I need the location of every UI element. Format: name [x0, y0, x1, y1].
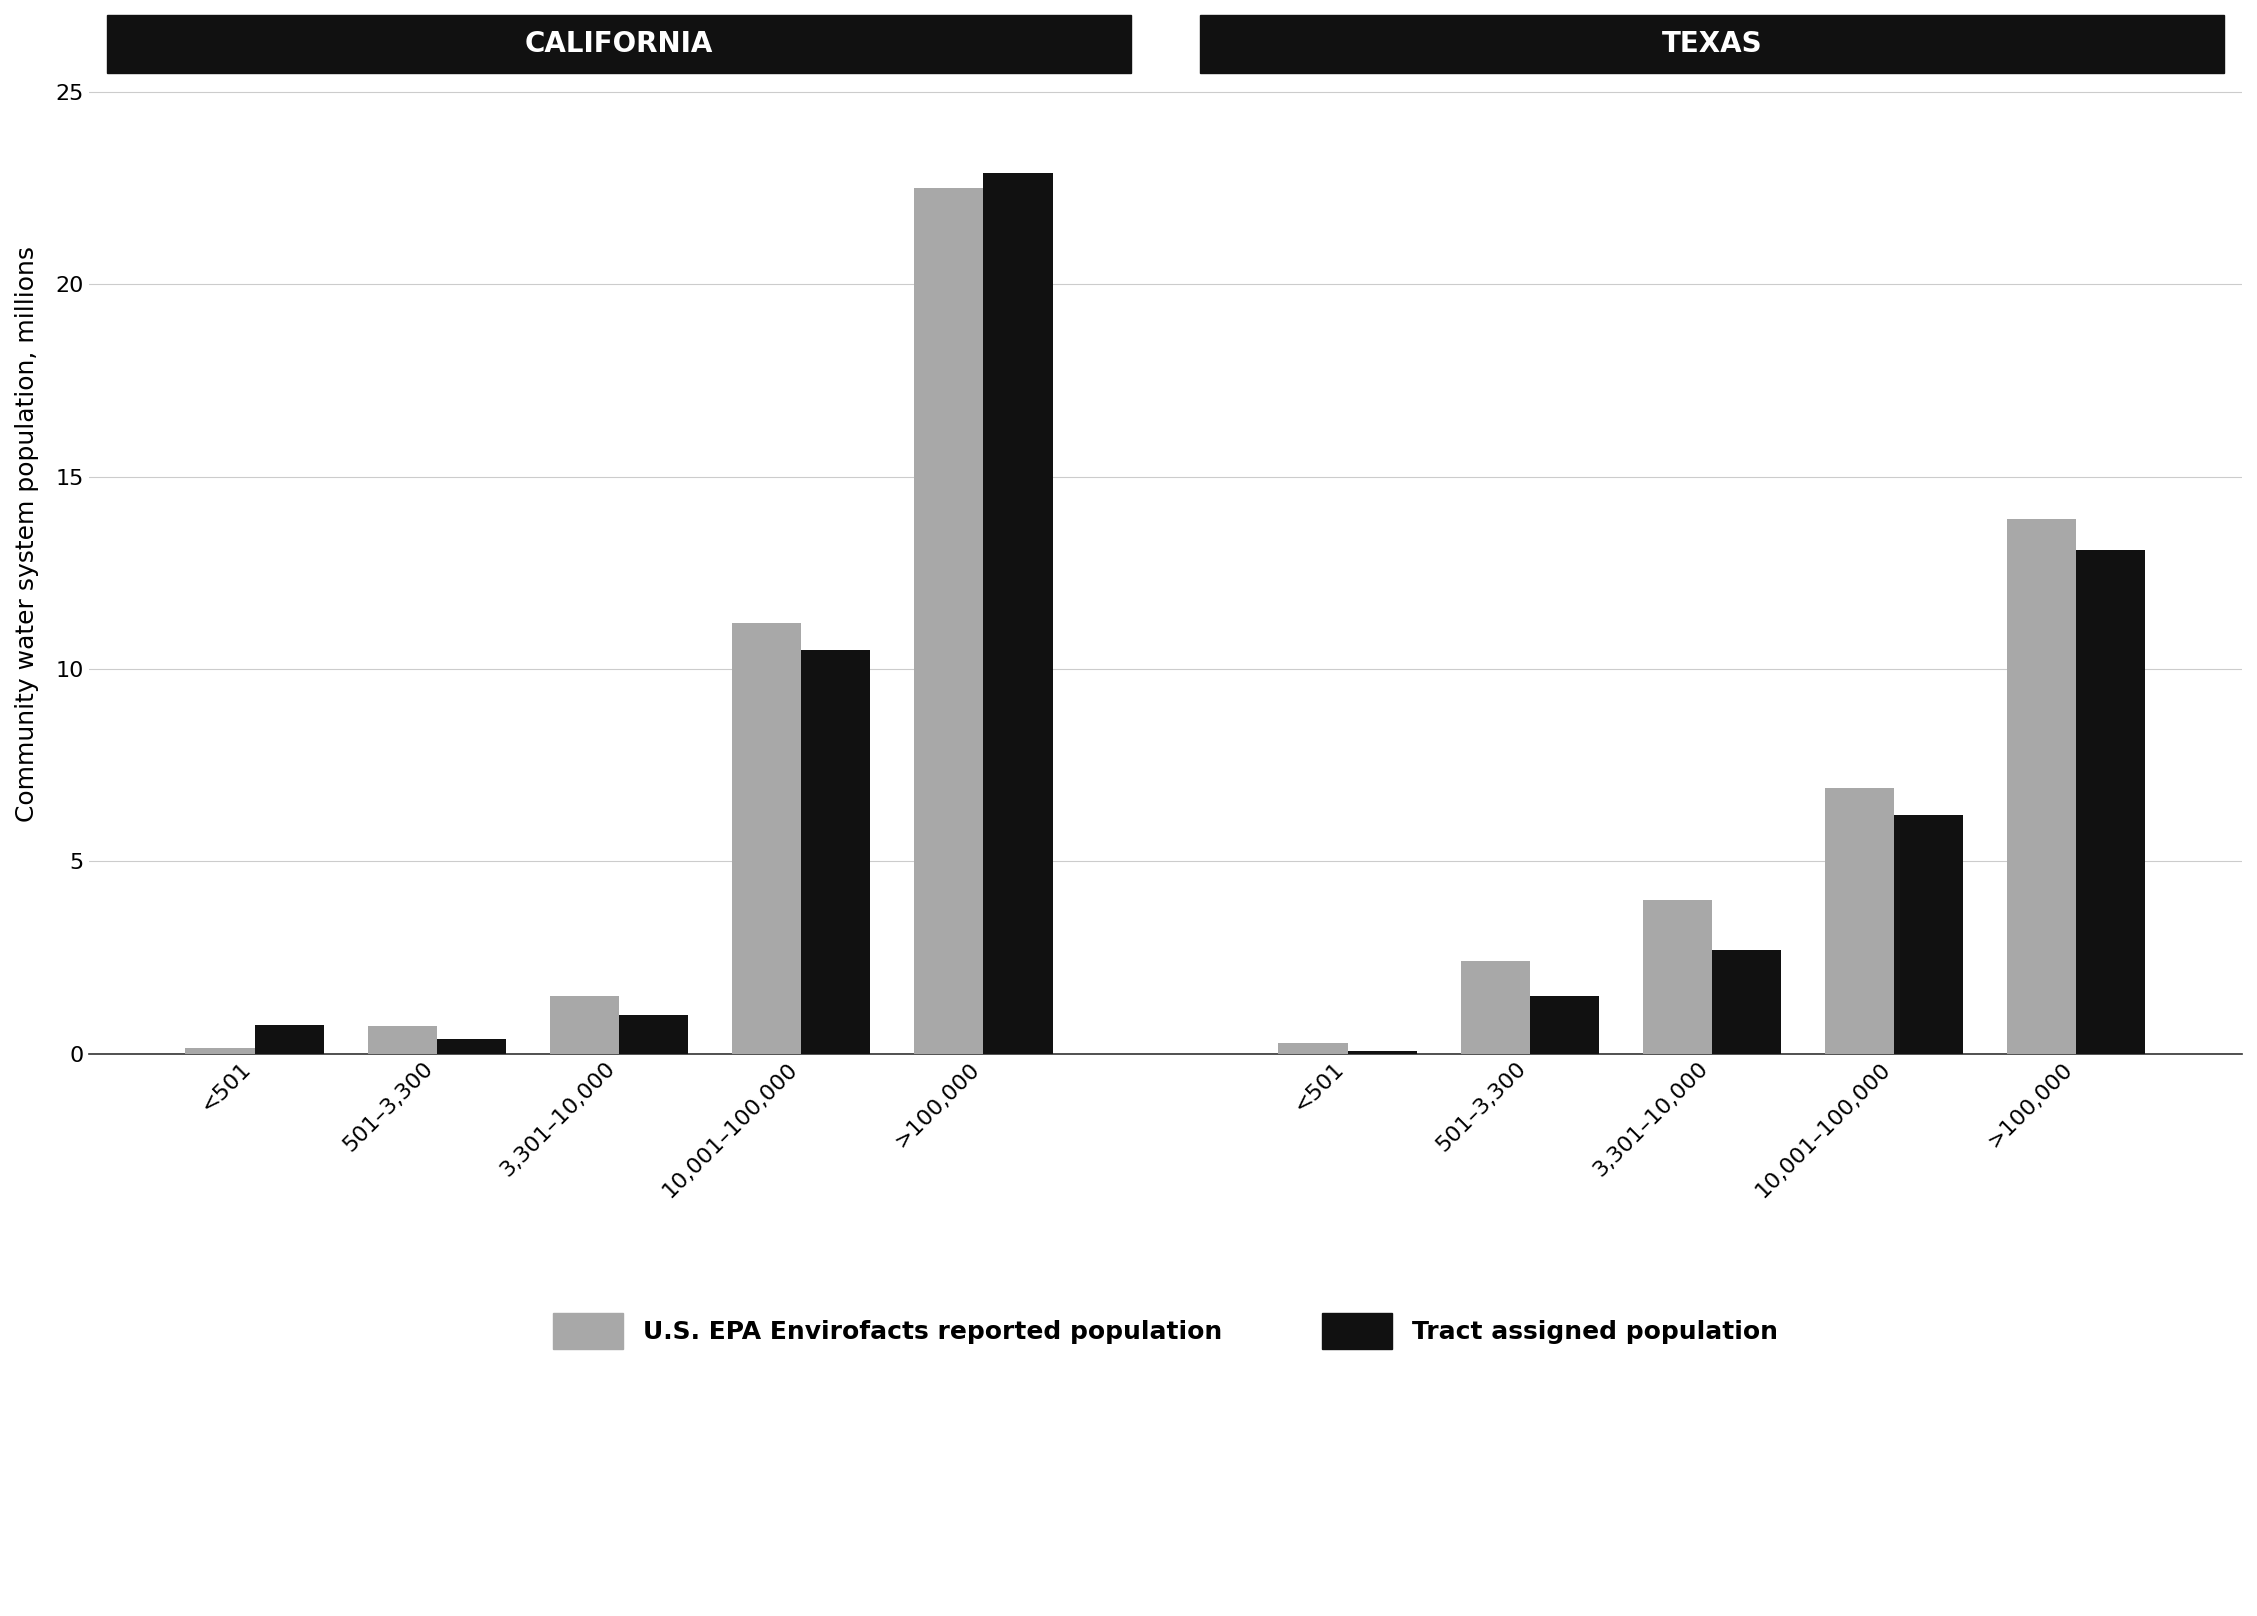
Bar [1201, 15, 2223, 73]
Bar [368, 1026, 438, 1054]
Bar [914, 187, 984, 1054]
Bar [1826, 789, 1894, 1054]
Bar [731, 622, 801, 1054]
Bar [438, 1039, 506, 1054]
Y-axis label: Community water system population, millions: Community water system population, milli… [16, 246, 38, 823]
Bar [984, 173, 1052, 1054]
Bar [801, 650, 871, 1054]
Text: CALIFORNIA: CALIFORNIA [526, 29, 713, 58]
Bar [1711, 950, 1781, 1054]
Bar [255, 1025, 325, 1054]
Bar [1460, 962, 1530, 1054]
Legend: U.S. EPA Envirofacts reported population, Tract assigned population: U.S. EPA Envirofacts reported population… [528, 1288, 1803, 1374]
Bar [185, 1047, 255, 1054]
Bar [1347, 1050, 1417, 1054]
Bar [551, 995, 618, 1054]
Bar [2006, 519, 2076, 1054]
Bar [1277, 1042, 1347, 1054]
Text: TEXAS: TEXAS [1661, 29, 1763, 58]
Bar [2076, 549, 2146, 1054]
Bar [1530, 995, 1598, 1054]
Bar [106, 15, 1131, 73]
Bar [1643, 900, 1711, 1054]
Bar [618, 1015, 688, 1054]
Bar [1894, 814, 1964, 1054]
